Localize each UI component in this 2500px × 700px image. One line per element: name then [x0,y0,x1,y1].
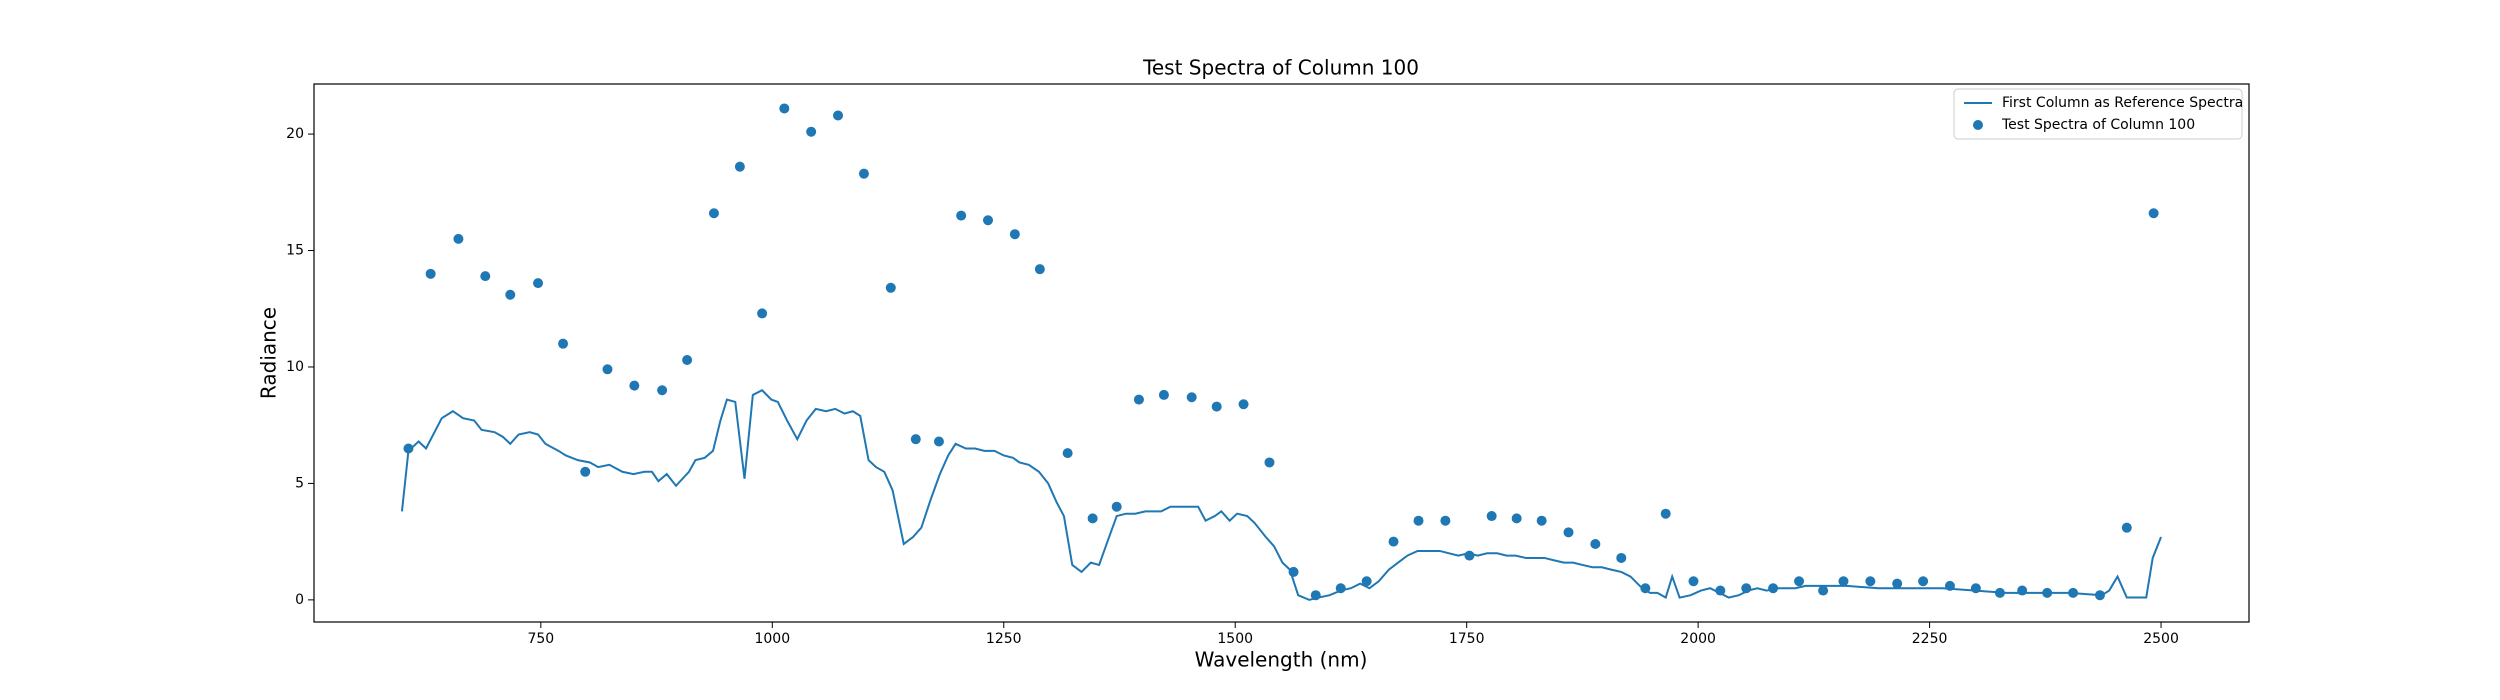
scatter-point [1111,501,1122,512]
scatter-point [1388,536,1399,547]
scatter-point [1892,578,1903,589]
scatter-point [1211,401,1222,412]
x-tick-label: 2000 [1680,631,1716,647]
y-axis-label: Radiance [257,307,281,399]
scatter-point [629,380,640,391]
scatter-point [1062,448,1073,459]
scatter-point [480,271,491,282]
x-tick-label: 1500 [1217,631,1253,647]
scatter-point [779,103,790,114]
x-tick-label: 750 [527,631,554,647]
scatter-point [403,443,414,454]
scatter-point [1818,585,1829,596]
scatter-point [734,161,745,172]
plot-frame [313,83,2250,623]
scatter-point [1616,552,1627,563]
x-tick-label: 2500 [2143,631,2179,647]
scatter-point [1768,583,1779,594]
y-tick-label: 5 [295,475,304,491]
scatter-point [1264,457,1275,468]
scatter-point [1865,576,1876,587]
x-tick-label: 1000 [754,631,790,647]
scatter-point [1440,515,1451,526]
scatter-point [1715,585,1726,596]
scatter-point [1794,576,1805,587]
scatter-point [1536,515,1547,526]
scatter-point [1563,527,1574,538]
scatter-point [533,278,544,289]
legend-marker [1973,120,1983,130]
scatter-point [933,436,944,447]
scatter-point [558,338,569,349]
scatter-point [2017,585,2028,596]
scatter-point [1640,583,1651,594]
scatter-point [1288,566,1299,577]
scatter-point [1590,538,1601,549]
legend-label: First Column as Reference Spectra [2002,95,2243,111]
reference-line [400,389,2162,601]
x-tick-label: 1250 [986,631,1022,647]
y-tick-label: 10 [286,359,304,375]
scatter-point [1238,399,1249,410]
scatter-point [833,110,844,121]
x-tick-label: 1750 [1449,631,1485,647]
chart-title: Test Spectra of Column 100 [1142,56,1419,80]
scatter-point [1511,513,1522,524]
scatter-point [1688,576,1699,587]
scatter-point [983,215,994,226]
scatter-point [425,268,436,279]
y-tick-label: 0 [295,592,304,608]
x-axis-label: Wavelength (nm) [1195,648,1368,672]
scatter-point [602,364,613,375]
scatter-point [1741,583,1752,594]
scatter-point [1944,580,1955,591]
scatter-point [1310,590,1321,601]
legend-label: Test Spectra of Column 100 [2001,117,2195,133]
scatter-point [1034,264,1045,275]
scatter-point [1838,576,1849,587]
scatter-point [657,385,668,396]
scatter-point [1009,229,1020,240]
scatter-point [885,282,896,293]
scatter-point [453,233,464,244]
scatter-point [1970,583,1981,594]
scatter-point [1335,583,1346,594]
scatter-point [2121,522,2132,533]
scatter-point [956,210,967,221]
scatter-point [1994,587,2005,598]
scatter-point [1361,576,1372,587]
scatter-point [1660,508,1671,519]
scatter-point [910,434,921,445]
scatter-point [580,466,591,477]
scatter-point [757,308,768,319]
scatter-point [2148,208,2159,219]
scatter-point [1186,392,1197,403]
scatter-point [1158,389,1169,400]
scatter-point [1486,511,1497,522]
scatter-point [2094,590,2105,601]
scatter-point [505,289,516,300]
scatter-point [806,126,817,137]
x-tick-label: 2250 [1912,631,1948,647]
scatter-point [1087,513,1098,524]
scatter-point [2068,587,2079,598]
scatter-point [682,354,693,365]
scatter-point [1413,515,1424,526]
y-tick-label: 15 [286,243,304,259]
scatter-point [2042,587,2053,598]
scatter-point [858,168,869,179]
scatter-point [1464,550,1475,561]
legend-box [1953,88,2243,140]
scatter-point [1133,394,1144,405]
scatter-point [1918,576,1929,587]
scatter-point [708,208,719,219]
y-tick-label: 20 [286,126,304,142]
